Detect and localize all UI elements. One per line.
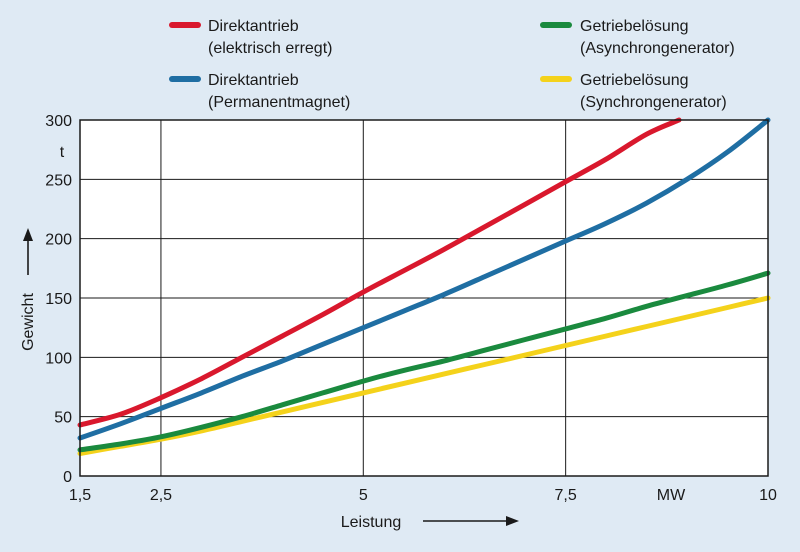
x-tick-label: 2,5 <box>150 487 172 504</box>
y-axis-label: Gewicht <box>20 293 37 351</box>
legend-item-getriebeloesung-asynchron: Getriebelösung (Asynchrongenerator) <box>540 18 735 57</box>
series-getriebeloesung-synchron <box>77 295 771 456</box>
y-unit-label: t <box>60 144 65 161</box>
y-tick-label: 200 <box>45 232 72 249</box>
legend-label-line2: (Synchrongenerator) <box>580 94 727 111</box>
x-tick-label: 7,5 <box>555 487 577 504</box>
legend: Direktantrieb (elektrisch erregt) Direkt… <box>169 18 735 111</box>
x-tick-label: 5 <box>359 487 368 504</box>
x-tick-label: 10 <box>759 487 777 504</box>
legend-label-line1: Direktantrieb <box>208 72 299 89</box>
y-tick-labels: 0 50 100 150 200 250 300 <box>45 113 72 486</box>
legend-label-line2: (Asynchrongenerator) <box>580 40 735 57</box>
series-getriebeloesung-asynchron <box>77 270 771 453</box>
x-tick-labels: 1,5 2,5 5 7,5 10 <box>69 487 777 504</box>
series-direktantrieb-permanentmagnet <box>77 117 771 441</box>
legend-label-line2: (elektrisch erregt) <box>208 40 332 57</box>
y-tick-label: 100 <box>45 350 72 367</box>
x-axis-title: Leistung <box>341 514 519 531</box>
legend-label-line1: Direktantrieb <box>208 18 299 35</box>
legend-item-getriebeloesung-synchron: Getriebelösung (Synchrongenerator) <box>540 72 727 111</box>
y-tick-label: 300 <box>45 113 72 130</box>
y-tick-label: 50 <box>54 410 72 427</box>
x-unit-label: MW <box>657 487 686 504</box>
legend-label-line1: Getriebelösung <box>580 72 689 89</box>
x-axis-arrowhead <box>506 516 519 526</box>
y-tick-label: 250 <box>45 172 72 189</box>
y-axis-arrowhead <box>23 228 33 241</box>
legend-label-line2: (Permanentmagnet) <box>208 94 350 111</box>
y-tick-label: 150 <box>45 291 72 308</box>
legend-label-line1: Getriebelösung <box>580 18 689 35</box>
series-lines <box>77 117 771 456</box>
y-tick-label: 0 <box>63 469 72 486</box>
x-axis-label: Leistung <box>341 514 402 531</box>
legend-item-direktantrieb-permanentmagnet: Direktantrieb (Permanentmagnet) <box>169 72 350 111</box>
legend-item-direktantrieb-elektrisch: Direktantrieb (elektrisch erregt) <box>169 18 332 57</box>
plot-frame <box>79 119 769 477</box>
series-direktantrieb-elektrisch <box>77 117 682 428</box>
y-axis-title: Gewicht <box>20 228 37 351</box>
x-tick-label: 1,5 <box>69 487 91 504</box>
